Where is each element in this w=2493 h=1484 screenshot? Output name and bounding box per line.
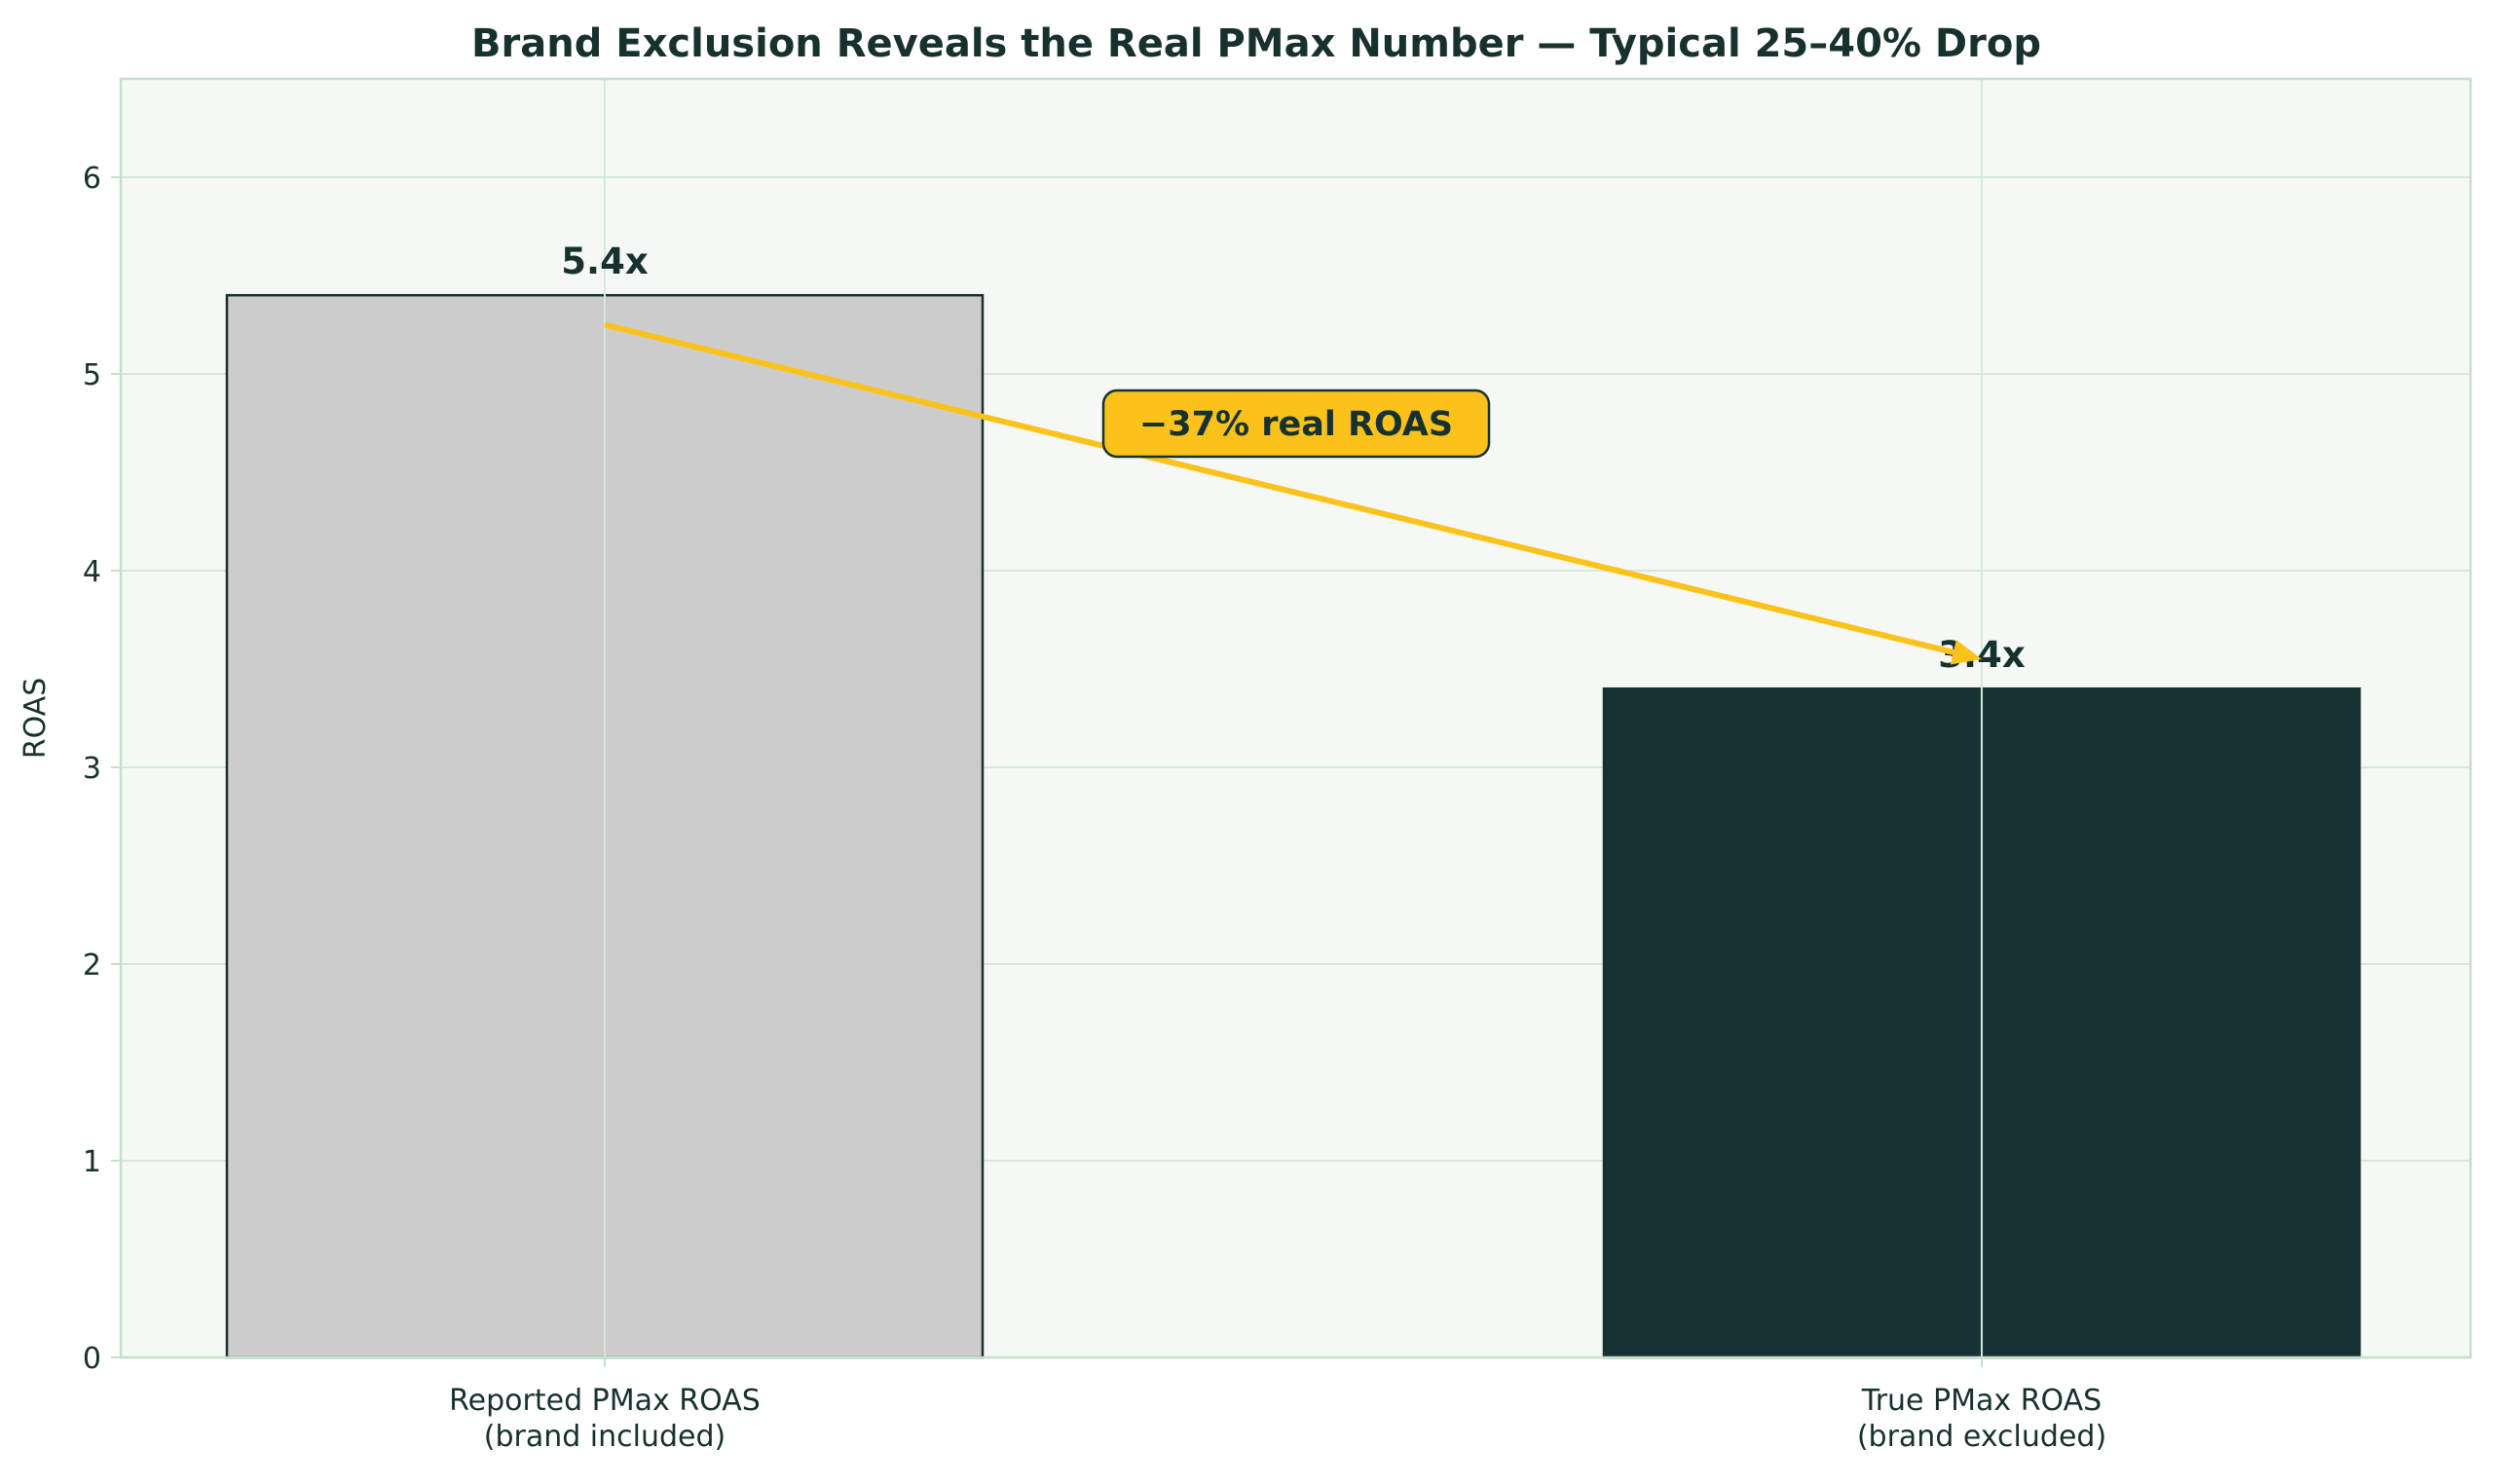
annotation-text: −37% real ROAS bbox=[1139, 405, 1453, 444]
y-axis-ticks: 0 1 2 3 4 5 6 bbox=[83, 162, 121, 1376]
vertical-grid-lines bbox=[604, 79, 1983, 1357]
x-tick-label-line: (brand included) bbox=[484, 1420, 726, 1454]
y-tick-label: 6 bbox=[83, 162, 101, 196]
y-tick-label: 3 bbox=[83, 752, 101, 786]
annotation-arrow-shaft bbox=[604, 321, 1966, 658]
data-labels: 5.4x 3.4x bbox=[561, 241, 2026, 676]
y-tick-label: 2 bbox=[83, 948, 101, 983]
x-tick-label: True PMax ROAS (brand excluded) bbox=[1857, 1384, 2106, 1454]
chart-title: Brand Exclusion Reveals the Real PMax Nu… bbox=[471, 21, 2041, 66]
x-tick-label-line: (brand excluded) bbox=[1857, 1420, 2106, 1454]
y-tick-label: 4 bbox=[83, 555, 101, 589]
plot-frame bbox=[119, 77, 2473, 1359]
y-tick-label: 5 bbox=[83, 358, 101, 392]
y-tick-label: 0 bbox=[83, 1342, 101, 1376]
data-label-1: 5.4x bbox=[561, 241, 649, 282]
x-tick-label: Reported PMax ROAS (brand included) bbox=[449, 1384, 761, 1454]
y-axis-label: ROAS bbox=[19, 678, 53, 760]
annotation: −37% real ROAS bbox=[604, 321, 1982, 665]
x-axis-ticks: Reported PMax ROAS (brand included) True P… bbox=[449, 1357, 2106, 1454]
y-tick-label: 1 bbox=[83, 1145, 101, 1179]
x-tick-label-line: True PMax ROAS bbox=[1861, 1384, 2102, 1418]
x-tick-label-line: Reported PMax ROAS bbox=[449, 1384, 761, 1418]
annotation-arrow-head bbox=[1950, 640, 1982, 665]
annotation-box bbox=[1101, 389, 1491, 459]
data-label-2: 3.4x bbox=[1938, 634, 2026, 676]
